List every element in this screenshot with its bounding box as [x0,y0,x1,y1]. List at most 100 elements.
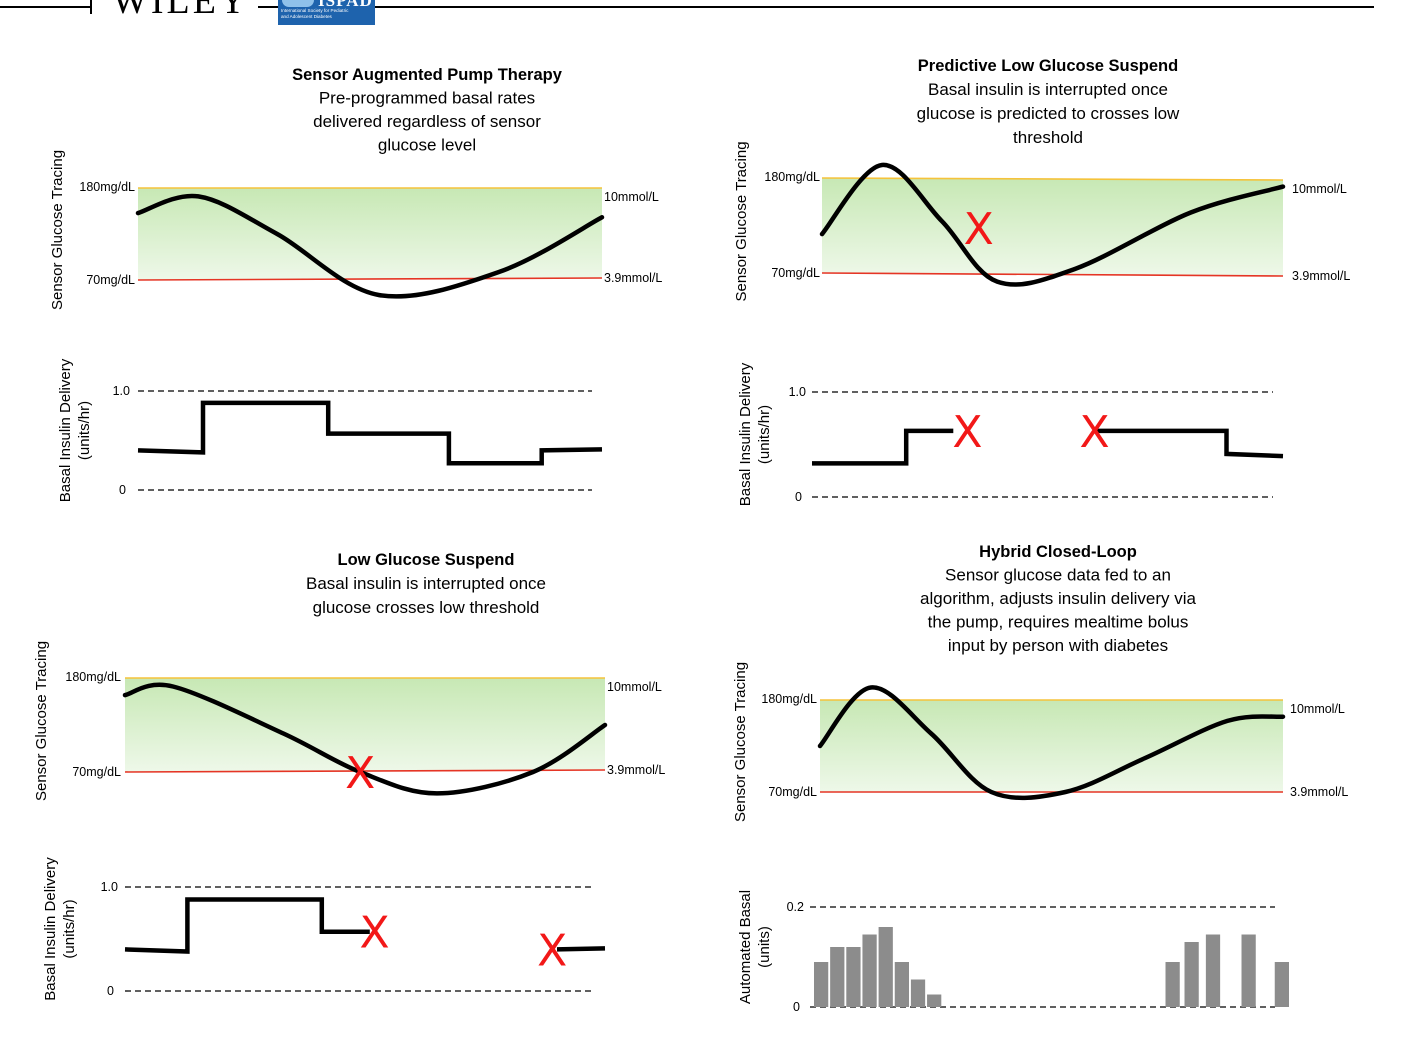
logo-wave-icon [282,0,314,7]
suspend-x-mark: X [345,748,375,799]
logo-name: ISPAD [318,0,373,10]
panel-title: Predictive Low Glucose Suspend [918,57,1178,75]
lower-threshold-line [124,769,606,773]
insulin-top-tick-label: 1.0 [101,880,118,894]
basal-rate-line [812,428,954,466]
suspend-x-mark: X [1080,407,1110,458]
insulin-chart: 1.0 0 Basal Insulin Delivery (units/hr) X X [42,857,606,1001]
basal-rate-line [137,400,603,466]
suspend-x-mark: X [964,204,994,255]
insulin-bottom-tick-label: 0 [107,984,114,998]
automated-basal-bar [1205,934,1221,1007]
insulin-y-axis-label-line: Basal Insulin Delivery [737,362,754,506]
insulin-top-tick-label: 1.0 [789,385,806,399]
panel-description-line: glucose level [378,136,476,155]
glucose-y-axis-label: Sensor Glucose Tracing [732,662,749,822]
suspend-x-mark: X [952,407,982,458]
insulin-y-axis-label: Basal Insulin Delivery (units/hr) [737,362,773,506]
glucose-chart: 180mg/dL 70mg/dL 10mmol/L 3.9mmol/L Sensor G… [732,662,1348,822]
panel-hcl: Hybrid Closed-Loop Sensor glucose data fe… [732,543,1348,1014]
panel-description-line: Basal insulin is interrupted once [928,80,1168,99]
suspend-x-mark: X [537,925,567,976]
panel-description-line: the pump, requires mealtime bolus [928,613,1189,632]
insulin-y-axis-label-line: Basal Insulin Delivery [57,358,74,502]
automated-basal-bar [894,962,909,1007]
glucose-y-axis-label: Sensor Glucose Tracing [733,141,750,301]
upper-threshold-label-mg: 180mg/dL [761,692,817,706]
insulin-chart: 1.0 0 Basal Insulin Delivery (units/hr) [57,358,603,502]
glucose-y-axis-label: Sensor Glucose Tracing [49,150,66,310]
insulin-y-axis-label-line: (units) [756,926,773,968]
automated-basal-bar [1165,962,1180,1007]
panel-description-line: Basal insulin is interrupted once [306,574,546,593]
automated-basal-bar [927,994,942,1007]
insulin-top-tick-label: 1.0 [113,384,130,398]
lower-threshold-line [137,277,603,281]
target-range-band [822,178,1283,276]
glucose-curve [819,162,1286,287]
insulin-y-axis-label-line: Automated Basal [737,890,754,1004]
glucose-curve [122,682,608,796]
target-range-band [820,700,1283,792]
glucose-chart: 180mg/dL 70mg/dL 10mmol/L 3.9mmol/L Sensor G… [49,150,662,310]
publisher-logo-text: WILEY [112,0,250,22]
automated-basal-bar [1274,962,1289,1007]
automated-basal-bar [1241,934,1256,1007]
panel-description-line: glucose is predicted to crosses low [917,104,1180,123]
upper-threshold-line [821,177,1284,181]
insulin-top-tick-label: 0.2 [787,900,804,914]
lower-threshold-label-mg: 70mg/dL [72,765,121,779]
panel-plgs: Predictive Low Glucose Suspend Basal insu… [733,57,1350,506]
panel-title: Low Glucose Suspend [338,551,515,569]
panel-description-line: algorithm, adjusts insulin delivery via [920,589,1196,608]
insulin-chart: 0.2 0 Automated Basal (units) [737,890,1289,1014]
insulin-y-axis-label: Basal Insulin Delivery (units/hr) [57,358,93,502]
panel-title: Hybrid Closed-Loop [979,543,1137,561]
basal-rate-line [1094,428,1284,459]
basal-rate-line [124,897,370,954]
upper-threshold-label-mmol: 10mmol/L [607,680,662,694]
upper-threshold-label-mg: 180mg/dL [79,180,135,194]
glucose-curve [817,685,1286,801]
society-logo: ISPAD International Society for Pediatri… [278,0,375,25]
glucose-chart: X 180mg/dL 70mg/dL 10mmol/L 3.9mmol/L Sensor … [33,641,665,801]
insulin-y-axis-label-line: (units/hr) [61,899,78,958]
panel-lgs: Low Glucose Suspend Basal insulin is inte… [33,551,665,1001]
lower-threshold-label-mg: 70mg/dL [768,785,817,799]
panel-description-line: delivered regardless of sensor [313,112,541,131]
panel-title: Sensor Augmented Pump Therapy [292,66,563,84]
header-rule-left [0,6,90,8]
insulin-y-axis-label-line: (units/hr) [756,405,773,464]
automated-basal-bar [910,979,926,1007]
logo-subtitle: International Society for Pediatric and … [281,8,373,19]
insulin-chart: 1.0 0 Basal Insulin Delivery (units/hr) X X [737,362,1284,506]
panel-description-line: input by person with diabetes [948,636,1168,655]
automated-basal-bar [846,947,861,1007]
insulin-bottom-tick-label: 0 [795,490,802,504]
target-range-band [125,678,605,772]
logo-subtitle-line-2: and Adolescent Diabetes [281,13,332,19]
header-rule-right [375,6,1374,8]
insulin-bottom-tick-label: 0 [793,1000,800,1014]
journal-header: WILEY ISPAD International Society for Pe… [0,0,1402,30]
upper-threshold-label-mg: 180mg/dL [65,670,121,684]
glucose-y-axis-label: Sensor Glucose Tracing [33,641,50,801]
lower-threshold-label-mg: 70mg/dL [771,266,820,280]
header-rule-middle [258,6,278,8]
panel-description-line: Pre-programmed basal rates [319,89,535,108]
basal-rate-line [556,946,606,952]
lower-threshold-label-mg: 70mg/dL [86,273,135,287]
lower-threshold-label-mmol: 3.9mmol/L [607,763,665,777]
insulin-y-axis-label: Basal Insulin Delivery (units/hr) [42,857,78,1001]
panel-description-line: threshold [1013,128,1083,147]
insulin-y-axis-label-line: (units/hr) [76,401,93,460]
panel-description-line: Sensor glucose data fed to an [945,566,1171,585]
upper-threshold-label-mmol: 10mmol/L [1290,702,1345,716]
insulin-y-axis-label-line: Basal Insulin Delivery [42,857,59,1001]
suspend-x-mark: X [360,908,390,959]
glucose-curve [135,193,605,299]
panel-description-line: glucose crosses low threshold [313,598,540,617]
target-range-band [138,188,602,280]
lower-threshold-label-mmol: 3.9mmol/L [1290,785,1348,799]
